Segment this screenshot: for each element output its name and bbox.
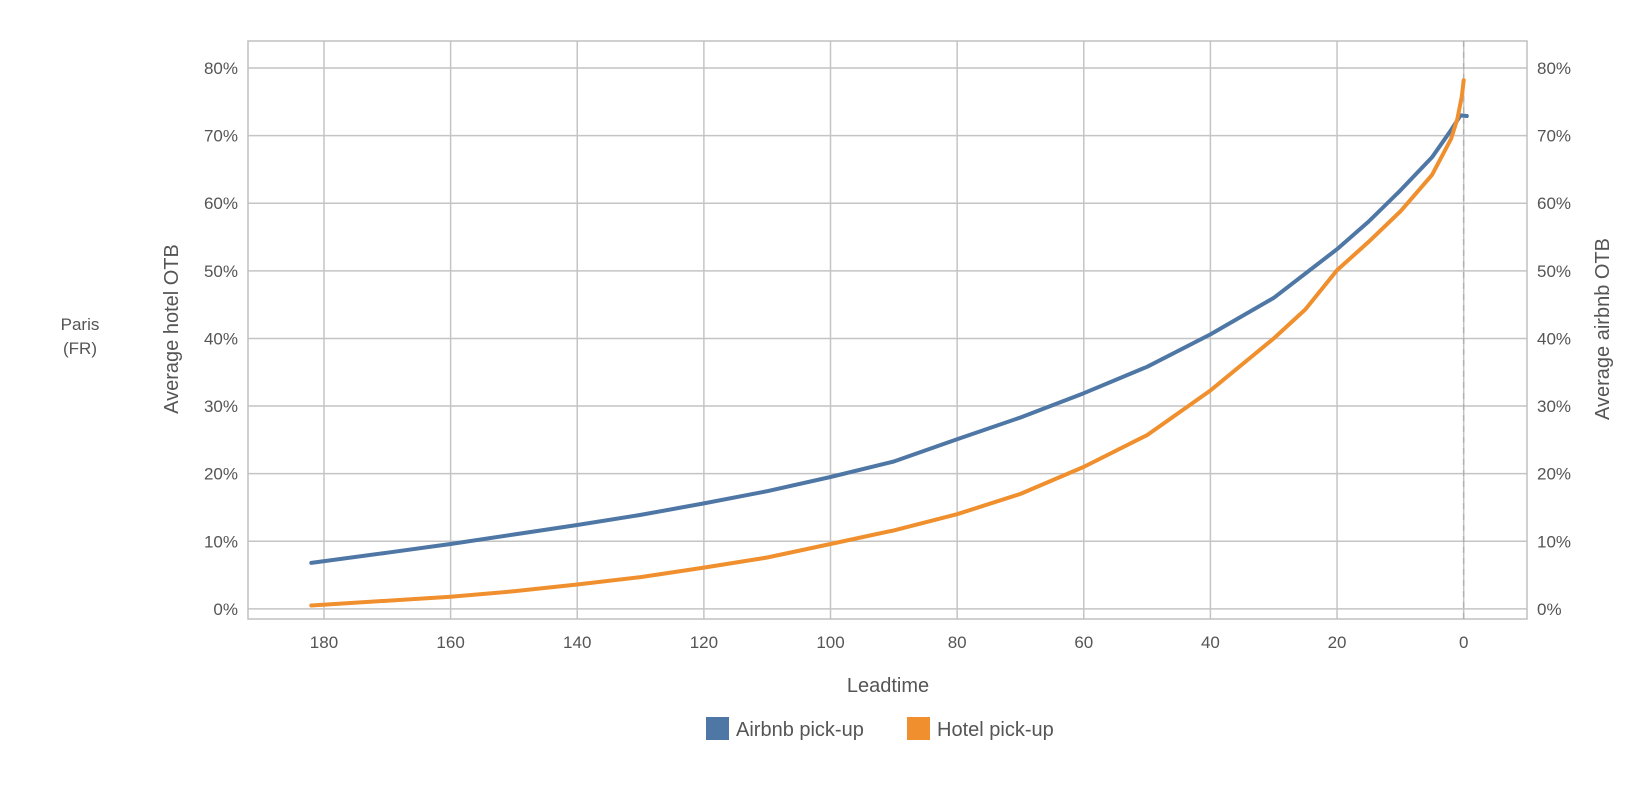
x-tick-label: 0 bbox=[1459, 633, 1468, 652]
x-tick-label: 120 bbox=[690, 633, 718, 652]
x-tick-label: 60 bbox=[1074, 633, 1093, 652]
row-label-city: Paris bbox=[61, 315, 100, 334]
legend-swatch-airbnb bbox=[706, 717, 729, 740]
y-tick-label-left: 30% bbox=[204, 397, 238, 416]
x-tick-label: 20 bbox=[1328, 633, 1347, 652]
y-tick-label-right: 40% bbox=[1537, 329, 1571, 348]
x-tick-label: 180 bbox=[310, 633, 338, 652]
y-tick-label-right: 30% bbox=[1537, 397, 1571, 416]
y-tick-label-left: 80% bbox=[204, 59, 238, 78]
legend-label-hotel: Hotel pick-up bbox=[937, 719, 1054, 741]
y-tick-label-right: 60% bbox=[1537, 194, 1571, 213]
legend: Airbnb pick-up Hotel pick-up bbox=[706, 717, 1054, 741]
x-tick-label: 140 bbox=[563, 633, 591, 652]
x-tick-label: 100 bbox=[816, 633, 844, 652]
y-tick-label-left: 10% bbox=[204, 532, 238, 551]
y-tick-label-left: 60% bbox=[204, 194, 238, 213]
x-tick-labels: 180 160 140 120 100 80 60 40 20 0 bbox=[310, 633, 1469, 652]
y-tick-label-left: 0% bbox=[213, 600, 238, 619]
y-tick-label-right: 80% bbox=[1537, 59, 1571, 78]
y-tick-label-right: 20% bbox=[1537, 465, 1571, 484]
x-tick-label: 40 bbox=[1201, 633, 1220, 652]
y-axis-title-left: Average hotel OTB bbox=[161, 244, 183, 414]
y-axis-title-right: Average airbnb OTB bbox=[1592, 238, 1614, 420]
series-line-0 bbox=[309, 113, 1469, 565]
y-tick-label-left: 40% bbox=[204, 329, 238, 348]
series-line-1 bbox=[309, 78, 1466, 608]
y-tick-label-left: 20% bbox=[204, 465, 238, 484]
y-tick-label-right: 0% bbox=[1537, 600, 1562, 619]
y-tick-label-left: 70% bbox=[204, 127, 238, 146]
row-label-country: (FR) bbox=[63, 339, 97, 358]
x-tick-label: 160 bbox=[436, 633, 464, 652]
legend-swatch-hotel bbox=[907, 717, 930, 740]
series-layer bbox=[309, 78, 1469, 608]
y-tick-labels-right: 0% 10% 20% 30% 40% 50% 60% 70% 80% bbox=[1537, 59, 1571, 619]
y-tick-label-right: 10% bbox=[1537, 532, 1571, 551]
plot-frame bbox=[247, 40, 1528, 620]
y-tick-labels-left: 0% 10% 20% 30% 40% 50% 60% 70% 80% bbox=[204, 59, 238, 619]
y-tick-label-right: 50% bbox=[1537, 262, 1571, 281]
x-tick-label: 80 bbox=[948, 633, 967, 652]
legend-label-airbnb: Airbnb pick-up bbox=[736, 719, 864, 741]
x-axis-title: Leadtime bbox=[847, 675, 929, 697]
y-tick-label-right: 70% bbox=[1537, 127, 1571, 146]
y-tick-label-left: 50% bbox=[204, 262, 238, 281]
